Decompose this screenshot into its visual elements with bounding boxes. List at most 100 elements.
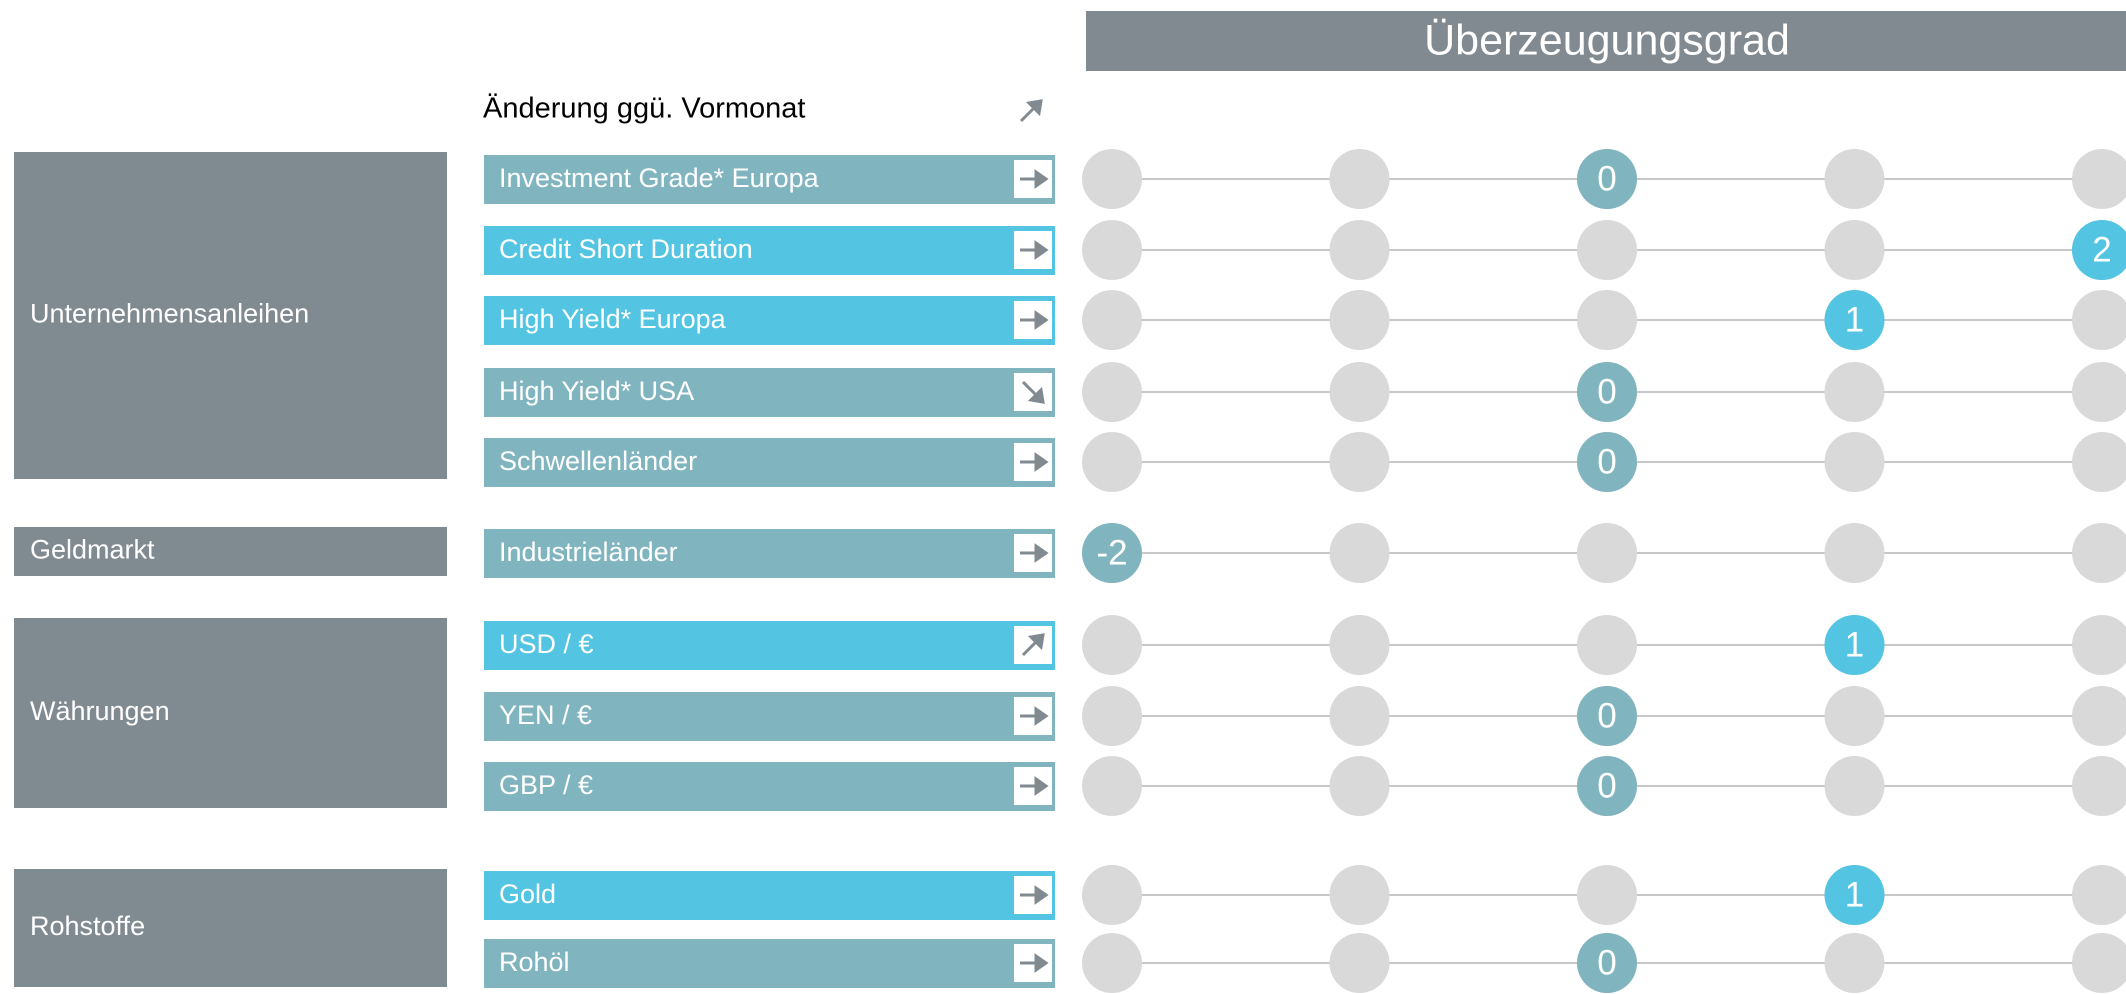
scale-dot <box>1082 362 1142 422</box>
trend-arrow <box>1019 99 1043 123</box>
scale-dot <box>2072 290 2126 350</box>
scale-dot <box>1577 615 1637 675</box>
row-label: High Yield* Europa <box>499 304 727 334</box>
scale-dot <box>2072 149 2126 209</box>
group-label: Unternehmensanleihen <box>30 299 309 329</box>
row-box <box>484 939 1055 988</box>
row-box <box>484 762 1055 811</box>
scale-dot <box>1082 432 1142 492</box>
score-dot <box>1577 149 1637 209</box>
trend-arrow <box>1020 452 1049 472</box>
scale-dot <box>1329 615 1390 675</box>
scale-dot <box>1082 933 1142 993</box>
scale-dot <box>2072 933 2126 993</box>
scale-dot <box>2072 615 2126 675</box>
score-label: 0 <box>1597 159 1616 198</box>
scale-dot <box>1082 865 1142 925</box>
trend-arrow <box>1020 706 1049 726</box>
score-dot <box>1577 432 1637 492</box>
trend-arrow <box>1021 633 1045 657</box>
scale-dot <box>1329 290 1390 350</box>
score-label: 0 <box>1597 442 1616 481</box>
row-box <box>484 368 1055 417</box>
score-dot <box>1824 290 1885 350</box>
trend-arrow <box>1020 169 1049 189</box>
scale-dot <box>2072 865 2126 925</box>
scale-dot <box>1082 290 1142 350</box>
row-box <box>484 621 1055 670</box>
scale-dot <box>1082 149 1142 209</box>
row-box <box>484 529 1055 578</box>
score-label: 0 <box>1597 766 1616 805</box>
scale-dot <box>1082 686 1142 746</box>
score-dot <box>2072 220 2126 280</box>
scale-dot <box>1329 686 1390 746</box>
trend-arrow <box>1020 776 1049 796</box>
row-box <box>484 692 1055 741</box>
row-label: Schwellenländer <box>499 446 697 476</box>
row-label: Gold <box>499 879 556 909</box>
title: Überzeugungsgrad <box>1424 16 1790 64</box>
scale-dot <box>2072 362 2126 422</box>
scale-dot <box>1329 756 1390 816</box>
score-dot <box>1824 865 1885 925</box>
group-box <box>14 152 447 479</box>
group-box <box>14 869 447 987</box>
trend-arrow <box>1020 240 1049 260</box>
trend-arrow <box>1020 543 1049 563</box>
scale-dot <box>1824 362 1885 422</box>
scale-dot <box>1824 756 1885 816</box>
score-label: -2 <box>1096 533 1127 572</box>
row-label: Industrieländer <box>499 537 678 567</box>
scale-dot <box>1824 686 1885 746</box>
row-label: Investment Grade* Europa <box>499 163 820 193</box>
scale-dot <box>2072 756 2126 816</box>
scale-dot <box>1082 615 1142 675</box>
score-label: 1 <box>1845 875 1864 914</box>
score-dot <box>1577 686 1637 746</box>
title-bar <box>1086 11 2126 71</box>
scale-dot <box>1577 865 1637 925</box>
group-label: Rohstoffe <box>30 911 145 941</box>
row-box <box>484 155 1055 204</box>
row-label: YEN / € <box>499 700 592 730</box>
scale-dot <box>1577 290 1637 350</box>
score-label: 0 <box>1597 696 1616 735</box>
scale-dot <box>1577 220 1637 280</box>
trend-arrow <box>1020 310 1049 330</box>
score-label: 1 <box>1845 300 1864 339</box>
trend-arrow <box>1020 953 1049 973</box>
row-box <box>484 226 1055 275</box>
score-dot <box>1577 756 1637 816</box>
score-label: 0 <box>1597 372 1616 411</box>
group-label: Geldmarkt <box>30 535 155 565</box>
group-label: Währungen <box>30 696 170 726</box>
scale-dot <box>1082 756 1142 816</box>
scale-dot <box>1824 523 1885 583</box>
row-label: GBP / € <box>499 770 593 800</box>
row-box <box>484 296 1055 345</box>
row-label: Credit Short Duration <box>499 234 753 264</box>
scale-dot <box>2072 432 2126 492</box>
scale-dot <box>1329 220 1390 280</box>
group-box <box>14 527 447 576</box>
row-label: Rohöl <box>499 947 570 977</box>
score-label: 1 <box>1845 625 1864 664</box>
change-label: Änderung ggü. Vormonat <box>483 93 805 125</box>
scale-dot <box>1824 220 1885 280</box>
scale-dot <box>1329 933 1390 993</box>
row-label: USD / € <box>499 629 594 659</box>
score-dot <box>1577 933 1637 993</box>
scale-dot <box>1329 362 1390 422</box>
row-label: High Yield* USA <box>499 376 694 406</box>
scale-dot <box>1824 149 1885 209</box>
score-dot <box>1577 362 1637 422</box>
row-box <box>484 871 1055 920</box>
scale-dot <box>1329 149 1390 209</box>
trend-arrow <box>1021 380 1045 404</box>
score-dot <box>1082 523 1142 583</box>
scale-dot <box>1824 933 1885 993</box>
scale-dot <box>2072 686 2126 746</box>
scale-dot <box>1329 432 1390 492</box>
